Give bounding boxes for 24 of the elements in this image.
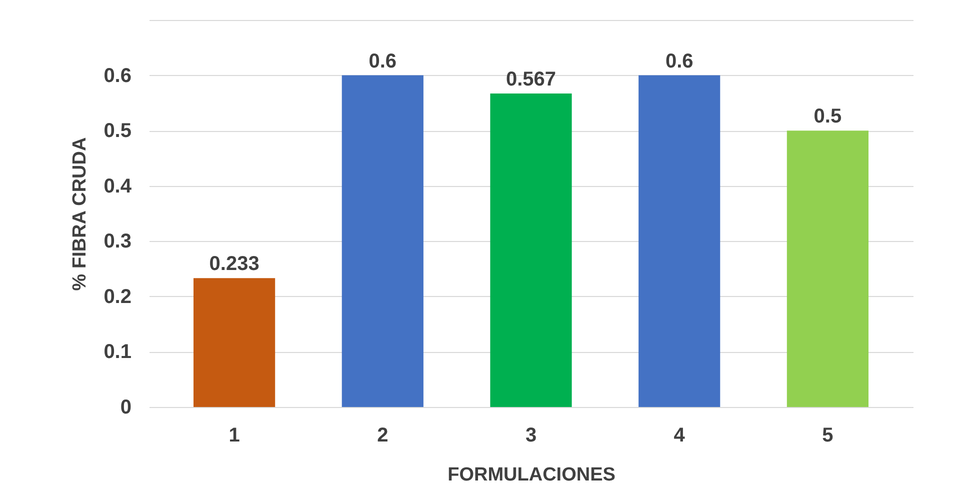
bar [194, 278, 276, 407]
y-tick-label: 0.1 [104, 341, 132, 364]
bar [490, 94, 572, 407]
data-label: 0.567 [506, 68, 556, 91]
x-axis-title: FORMULACIONES [448, 464, 616, 486]
y-tick-label: 0.5 [104, 120, 132, 142]
x-tick-label: 5 [822, 424, 834, 446]
x-tick-label: 1 [228, 424, 240, 446]
x-tick-label: 2 [377, 424, 388, 446]
x-tick-label: 4 [674, 424, 686, 446]
y-tick-label: 0 [120, 396, 132, 418]
bar [786, 130, 868, 407]
bar [638, 75, 720, 407]
y-tick-label: 0.2 [104, 286, 132, 308]
y-tick-label: 0.4 [104, 175, 132, 198]
y-tick-label: 0.3 [104, 230, 132, 253]
data-label: 0.6 [368, 50, 397, 72]
data-label: 0.233 [209, 253, 260, 276]
y-axis-title: % FIBRA CRUDA [70, 137, 91, 291]
bar [342, 75, 424, 407]
data-label: 0.6 [665, 50, 694, 72]
y-tick-label: 0.6 [104, 64, 132, 87]
data-label: 0.5 [814, 106, 842, 128]
x-tick-label: 3 [525, 424, 537, 446]
